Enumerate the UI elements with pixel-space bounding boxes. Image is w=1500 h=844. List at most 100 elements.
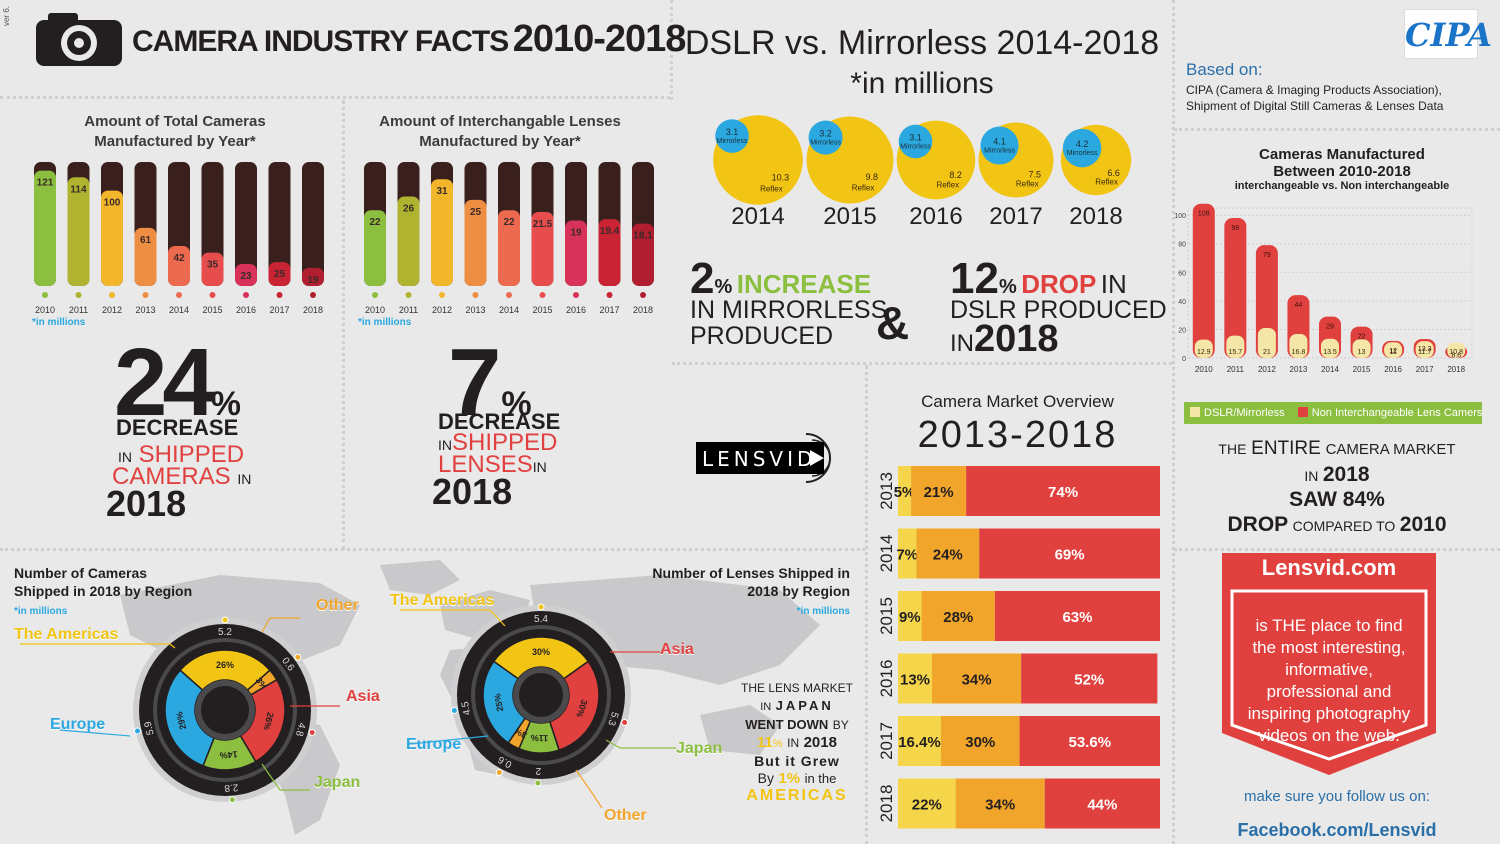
lenses-chart-note: *in millions [358,317,412,328]
bubble-year: 2018 [1069,203,1122,230]
interchange-non-value: 8.6 [1451,353,1461,360]
interchange-bar-dslr [1352,339,1371,358]
mirrorless-bubble [1062,128,1102,168]
lens-region-percent: 25% [492,693,505,712]
reflex-label: Reflex [936,181,959,190]
market-segment-label: 34% [962,672,992,689]
cam-region-value: 5.9 [143,720,157,737]
lenses-year-label: 2015 [532,305,552,315]
entire-l2a: IN [1304,468,1319,484]
lenses-bar [565,220,587,286]
lens-region-marker [537,603,545,611]
legend-swatch-non [1297,407,1308,417]
reflex-value: 6.6 [1107,168,1120,178]
lenses-bar [531,211,554,286]
cameras-stat-decrease: DECREASE [116,415,239,440]
cameras-value-label: 42 [173,253,185,264]
lens-region-marker [495,768,503,776]
interchange-ytick: 0 [1182,356,1186,363]
cameras-bar-bg [268,162,291,286]
lenses-dot [472,292,479,298]
japan-l4d: 2018 [803,734,837,751]
lenses-region-donut: 30%5.430%5.311%23%0.625%4.5 [450,603,631,787]
japan-l6b: 1% [778,770,801,787]
interchange-title: Cameras Manufactured Between 2010-2018 i… [1182,146,1500,192]
cameras-stat-pct: % [210,385,242,423]
mirrorless-stat-line2: IN MIRRORLESS [690,296,888,324]
lenses-dot [439,292,445,298]
market-segment [1044,778,1160,829]
camera-icon [34,8,124,68]
cam-region-percent: 26% [216,660,234,670]
lenses-dot [573,292,579,298]
japan-l2a: IN [760,701,772,713]
mirrorless-value: 4.1 [993,137,1006,147]
lenses-year-label: 2018 [633,305,653,315]
japan-l7: AMERICAS [746,787,848,804]
lenses-dot [405,292,412,298]
cameras-stat-number: 24 [114,329,216,436]
market-segment-label: 24% [933,547,963,564]
market-segment-label: 44% [1087,797,1117,814]
interchange-ytick: 100 [1174,213,1186,220]
lenses-value-label: 22 [369,217,381,228]
reflex-value: 8.2 [949,170,962,180]
market-segment-label: 9% [899,609,921,626]
lens-region-asia: Asia [660,641,694,658]
lens-region-japan: Japan [676,740,723,757]
market-segment [932,653,1022,704]
cameras-region-leaders [20,617,340,791]
mirrorless-value: 3.1 [726,127,739,137]
market-year-label: 2013 [877,472,896,510]
mirrorless-bubble [715,119,749,153]
cameras-bar [34,170,56,286]
interchange-bar-non [1224,218,1247,358]
cameras-region-title: Number of Cameras Shipped in 2018 by Reg… [14,565,193,599]
lens-region-value: 5.4 [534,614,548,625]
mirrorless-stat-line3: PRODUCED [690,322,834,350]
cipa-logo[interactable]: CIPA [1404,9,1492,59]
cameras-dot [142,292,149,298]
cipa-logo-text: CIPA [1405,16,1492,54]
source-line2: Shipment of Digital Still Cameras & Lens… [1186,99,1444,113]
legend-label-dslr: DSLR/Mirrorless [1204,407,1285,419]
interchange-bar-dslr [1257,328,1276,358]
lenses-dot [539,292,546,298]
cam-region-other: Other [316,597,359,614]
cameras-bar-chart: 121 2010 114 2011 100 2012 61 2013 42 2014 35 2015 2… [34,162,324,315]
interchange-year: 2017 [1416,365,1434,374]
promo-site[interactable]: Lensvid.com [1261,555,1397,580]
lenses-region-note: *in millions [796,606,850,617]
mirrorless-label: Mirrorless [984,148,1015,155]
interchange-non-value: 98 [1231,225,1239,232]
market-segment-label: 13% [900,672,930,689]
market-segment-label: 5% [894,484,916,501]
market-segment [1019,716,1160,766]
mirrorless-label: Mirrorless [717,138,748,145]
cameras-dot [209,292,216,298]
dslr-stat-year: 2018 [974,318,1059,360]
cameras-year-label: 2012 [102,305,122,315]
lenses-year-label: 2012 [432,305,452,315]
lensvid-logo[interactable]: LENSVID [694,428,844,488]
market-segment-label: 28% [943,609,973,626]
lenses-year-label: 2017 [599,305,619,315]
cameras-bar [67,177,90,286]
cam-region-percent: 29% [174,711,188,731]
lens-region-marker [450,706,458,714]
interchange-bar-dslr [1447,342,1466,358]
lensvid-logo-text: LENSVID [702,447,817,471]
interchange-dslr-value: 12.9 [1197,349,1211,356]
interchange-year: 2015 [1353,365,1371,374]
lenses-stat-shipped: SHIPPED [452,429,558,456]
promo-facebook[interactable]: Facebook.com/Lensvid [1237,820,1437,840]
market-segment [1021,653,1158,704]
interchange-title-b: Between 2010-2018 [1273,163,1411,180]
cameras-dot [310,292,316,298]
lenses-dot [506,292,512,298]
mirrorless-value: 3.1 [909,133,922,143]
dslr-stat-in: IN [1100,269,1127,299]
cam-region-percent: 26% [261,711,275,731]
cameras-year-label: 2014 [169,305,189,315]
entire-l2b: 2018 [1322,463,1370,486]
